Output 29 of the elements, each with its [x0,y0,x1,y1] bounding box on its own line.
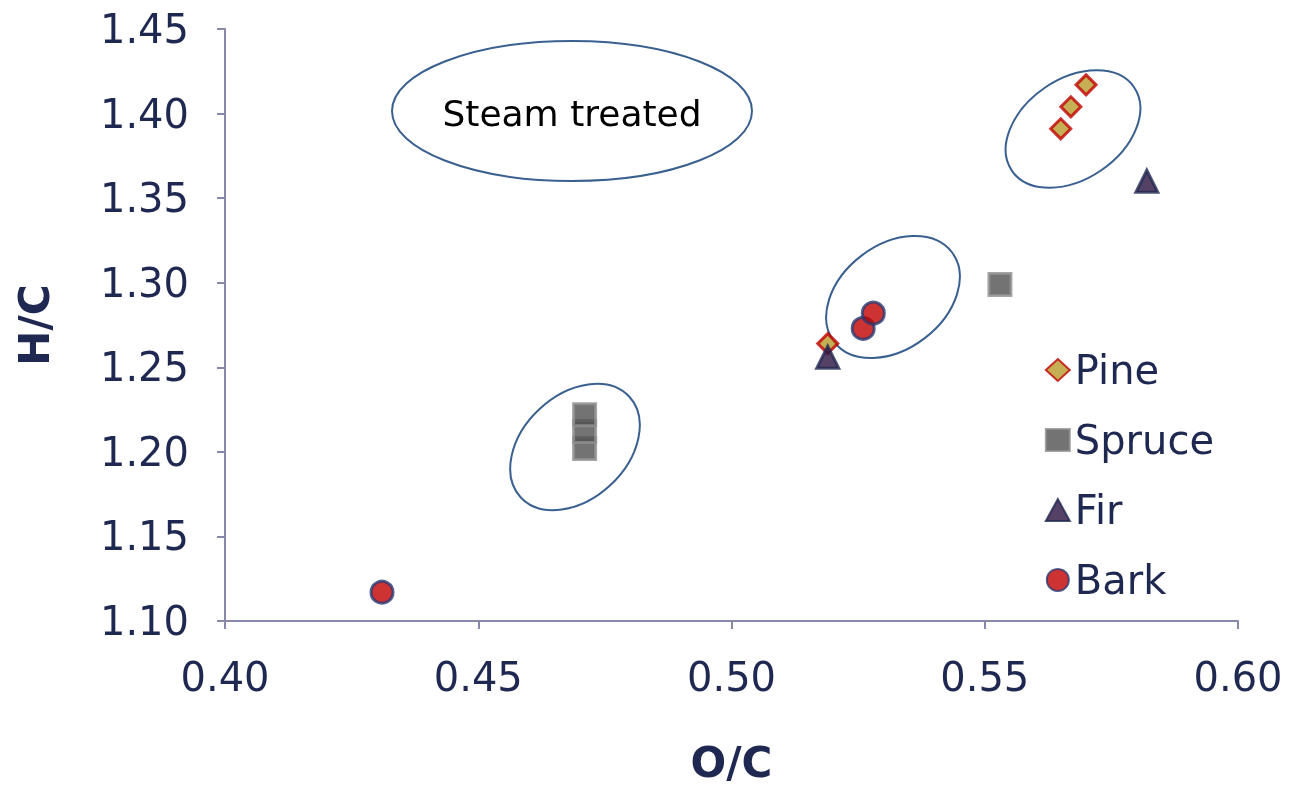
legend-label: Bark [1074,557,1168,603]
y-tick-label: 1.35 [99,175,189,222]
x-tick-label: 0.50 [686,654,777,700]
point [1059,95,1083,119]
point [1049,117,1073,141]
legend-label: Pine [1074,347,1160,393]
y-tick-label: 1.30 [99,259,189,306]
x-tick-label: 0.40 [180,654,270,700]
x-axis-title: O/C [690,737,773,787]
x-tick-label: 0.45 [433,654,523,700]
point [860,300,886,326]
annotation: Steam treated [442,92,702,134]
legend-label: Spruce [1074,417,1215,463]
point [1133,166,1161,194]
legend-label: Fir [1074,487,1124,533]
y-tick-label: 1.10 [99,598,189,644]
point [369,579,395,605]
x-tick-label: 0.60 [1193,654,1283,700]
y-tick-label: 1.25 [99,344,189,391]
x-tick-label: 0.55 [940,654,1030,700]
y-tick-label: 1.20 [99,428,189,475]
y-tick-label: 1.40 [99,90,189,137]
point [572,402,598,428]
point [987,271,1013,297]
y-axis-title: H/C [9,284,59,366]
y-tick-label: 1.15 [99,513,189,560]
point [815,344,841,370]
point [1074,73,1098,97]
y-tick-label: 1.45 [99,6,189,52]
